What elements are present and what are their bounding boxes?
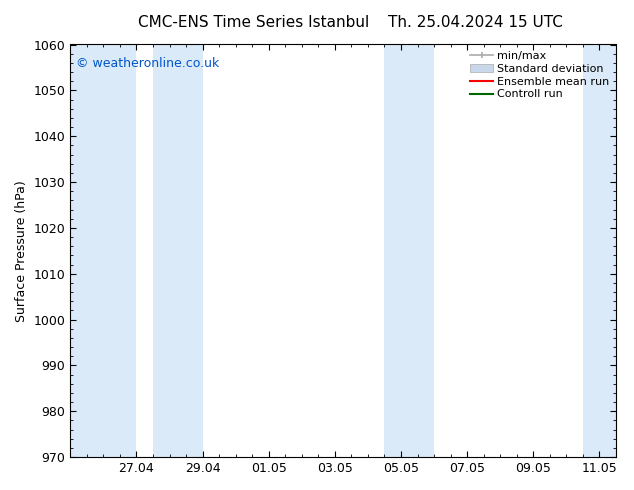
Text: © weatheronline.co.uk: © weatheronline.co.uk	[75, 57, 219, 70]
Text: CMC-ENS Time Series Istanbul: CMC-ENS Time Series Istanbul	[138, 15, 369, 30]
Text: Th. 25.04.2024 15 UTC: Th. 25.04.2024 15 UTC	[388, 15, 563, 30]
Y-axis label: Surface Pressure (hPa): Surface Pressure (hPa)	[15, 180, 28, 322]
Bar	[70, 45, 136, 457]
Bar	[384, 45, 434, 457]
Legend: min/max, Standard deviation, Ensemble mean run, Controll run: min/max, Standard deviation, Ensemble me…	[466, 47, 614, 104]
Bar	[583, 45, 616, 457]
Bar	[153, 45, 203, 457]
